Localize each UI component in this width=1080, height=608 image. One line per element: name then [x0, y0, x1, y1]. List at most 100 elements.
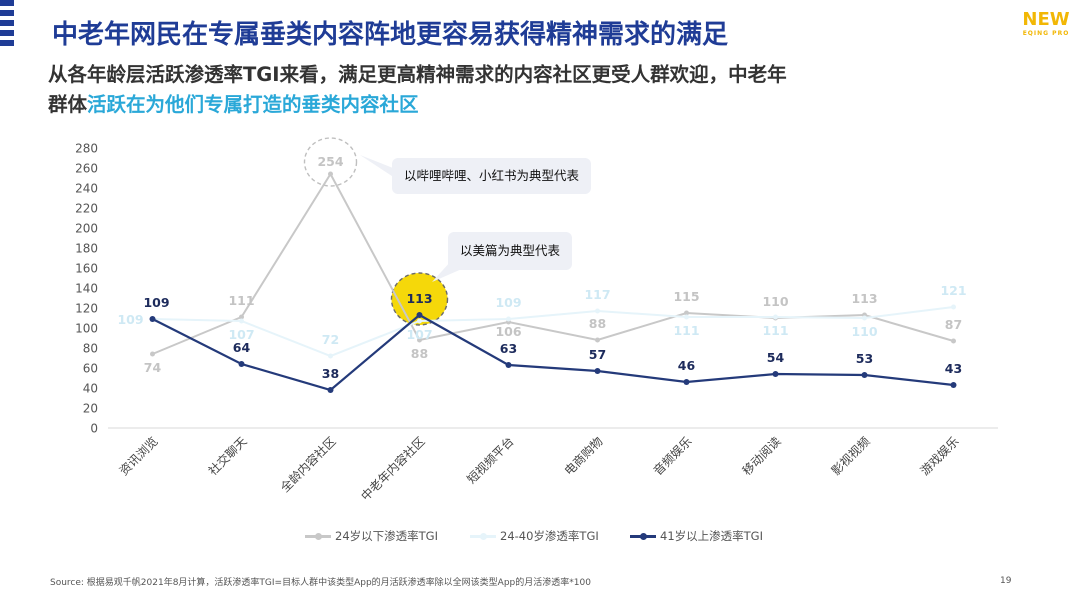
- data-label: 38: [322, 366, 339, 381]
- series-line-2: [152, 313, 954, 392]
- data-label: 110: [851, 324, 877, 339]
- y-tick-label: 0: [90, 422, 98, 436]
- data-point: [328, 171, 333, 177]
- data-label: 111: [228, 293, 254, 308]
- highlight-dashed-circle: [303, 137, 358, 187]
- data-point: [239, 318, 244, 324]
- subtitle-highlight: 活跃在为他们专属打造的垂类内容社区: [87, 93, 419, 116]
- legend-label-24to40: 24-40岁渗透率TGI: [500, 529, 599, 543]
- legend-swatch-24to40: [470, 533, 496, 540]
- data-label: 87: [945, 317, 962, 332]
- y-tick-label: 200: [75, 222, 98, 236]
- legend-label-over41: 41岁以上渗透率TGI: [660, 529, 763, 543]
- x-tick-label: 影视视频: [828, 434, 873, 479]
- data-point: [417, 318, 422, 324]
- x-tick-label: 全龄内容社区: [277, 434, 339, 496]
- data-point: [150, 351, 155, 357]
- legend-label-under24: 24岁以下渗透率TGI: [335, 529, 438, 543]
- data-label: 106: [495, 324, 521, 339]
- side-decoration: [0, 0, 14, 58]
- data-point: [506, 316, 511, 322]
- data-point: [238, 361, 245, 367]
- data-point: [328, 353, 333, 359]
- line-chart: 0 20 40 60 80 100 120 140 160 180 200 220 240 260 280 资…: [75, 137, 998, 504]
- data-label: 113: [406, 291, 432, 306]
- data-point: [684, 310, 689, 316]
- data-label: 74: [144, 360, 162, 375]
- data-point: [594, 368, 601, 374]
- callout-meipian: 以美篇为典型代表: [448, 232, 573, 270]
- data-point: [861, 372, 868, 378]
- y-tick-label: 40: [83, 382, 98, 396]
- data-point: [416, 312, 423, 318]
- data-label: 72: [322, 332, 339, 347]
- data-label: 53: [856, 351, 873, 366]
- subtitle-plain: 群体: [48, 93, 88, 116]
- data-label: 111: [673, 323, 699, 338]
- page-title: 中老年网民在专属垂类内容阵地更容易获得精神需求的满足: [52, 20, 729, 50]
- data-point: [951, 304, 956, 310]
- y-tick-label: 80: [83, 342, 98, 356]
- data-label: 117: [584, 287, 610, 302]
- data-label: 54: [767, 350, 785, 365]
- data-label: 64: [233, 340, 251, 355]
- y-tick-label: 260: [75, 162, 98, 176]
- data-label: 109: [495, 295, 521, 310]
- data-label: 43: [945, 361, 962, 376]
- legend-item-over41: 41岁以上渗透率TGI: [630, 528, 763, 544]
- data-label: 107: [406, 327, 432, 342]
- y-tick-label: 220: [75, 202, 98, 216]
- y-tick-label: 280: [75, 142, 98, 156]
- brand-logo: NEW EQING PRO: [1018, 10, 1074, 38]
- logo-wordmark: NEW: [1022, 9, 1070, 30]
- subtitle-line-2: 群体活跃在为他们专属打造的垂类内容社区: [48, 88, 419, 117]
- x-tick-label: 资讯浏览: [116, 434, 161, 479]
- subtitle-line-1: 从各年龄层活跃渗透率TGI来看，满足更高精神需求的内容社区更受人群欢迎，中老年: [48, 63, 787, 86]
- legend-item-24to40: 24-40岁渗透率TGI: [470, 528, 599, 544]
- data-point: [505, 362, 512, 368]
- y-tick-label: 240: [75, 182, 98, 196]
- data-point: [862, 315, 867, 321]
- logo-tagline: EQING PRO: [1022, 30, 1070, 37]
- y-tick-label: 180: [75, 242, 98, 256]
- data-point: [951, 338, 956, 344]
- data-point: [683, 379, 690, 385]
- x-tick-label: 中老年内容社区: [358, 434, 428, 504]
- legend-swatch-over41: [630, 533, 656, 540]
- data-label: 109: [117, 312, 143, 327]
- legend-swatch-under24: [305, 533, 331, 540]
- y-tick-label: 100: [75, 322, 98, 336]
- data-point: [773, 314, 778, 320]
- source-footnote: Source: 根据易观千帆2021年8月计算，活跃渗透率TGI=目标人群中该类…: [50, 578, 591, 588]
- data-point: [595, 308, 600, 314]
- data-point: [772, 371, 779, 377]
- callout-pointer-bilibili: [360, 155, 398, 180]
- x-tick-label: 电商购物: [561, 434, 606, 479]
- y-tick-label: 20: [83, 402, 98, 416]
- data-label: 88: [411, 346, 428, 361]
- x-tick-label: 社交聊天: [205, 434, 250, 479]
- data-label: 254: [317, 154, 343, 169]
- x-tick-label: 游戏娱乐: [918, 434, 962, 478]
- data-point: [417, 337, 422, 343]
- data-point: [239, 314, 244, 320]
- y-tick-label: 140: [75, 282, 98, 296]
- y-tick-label: 160: [75, 262, 98, 276]
- data-label: 63: [500, 341, 517, 356]
- x-tick-label: 音频娱乐: [650, 434, 695, 479]
- data-label: 107: [228, 327, 254, 342]
- series-line-1: [152, 306, 954, 358]
- data-label: 88: [589, 316, 606, 331]
- page-number: 19: [1000, 576, 1012, 586]
- data-point: [595, 337, 600, 343]
- data-label: 110: [762, 294, 788, 309]
- data-label: 46: [678, 358, 696, 373]
- data-point: [684, 314, 689, 320]
- data-point: [950, 382, 957, 388]
- data-label: 57: [589, 347, 606, 362]
- x-tick-label: 移动阅读: [740, 434, 784, 478]
- data-point: [327, 387, 334, 393]
- data-point: [149, 316, 156, 322]
- y-tick-label: 120: [75, 302, 98, 316]
- y-tick-label: 60: [83, 362, 98, 376]
